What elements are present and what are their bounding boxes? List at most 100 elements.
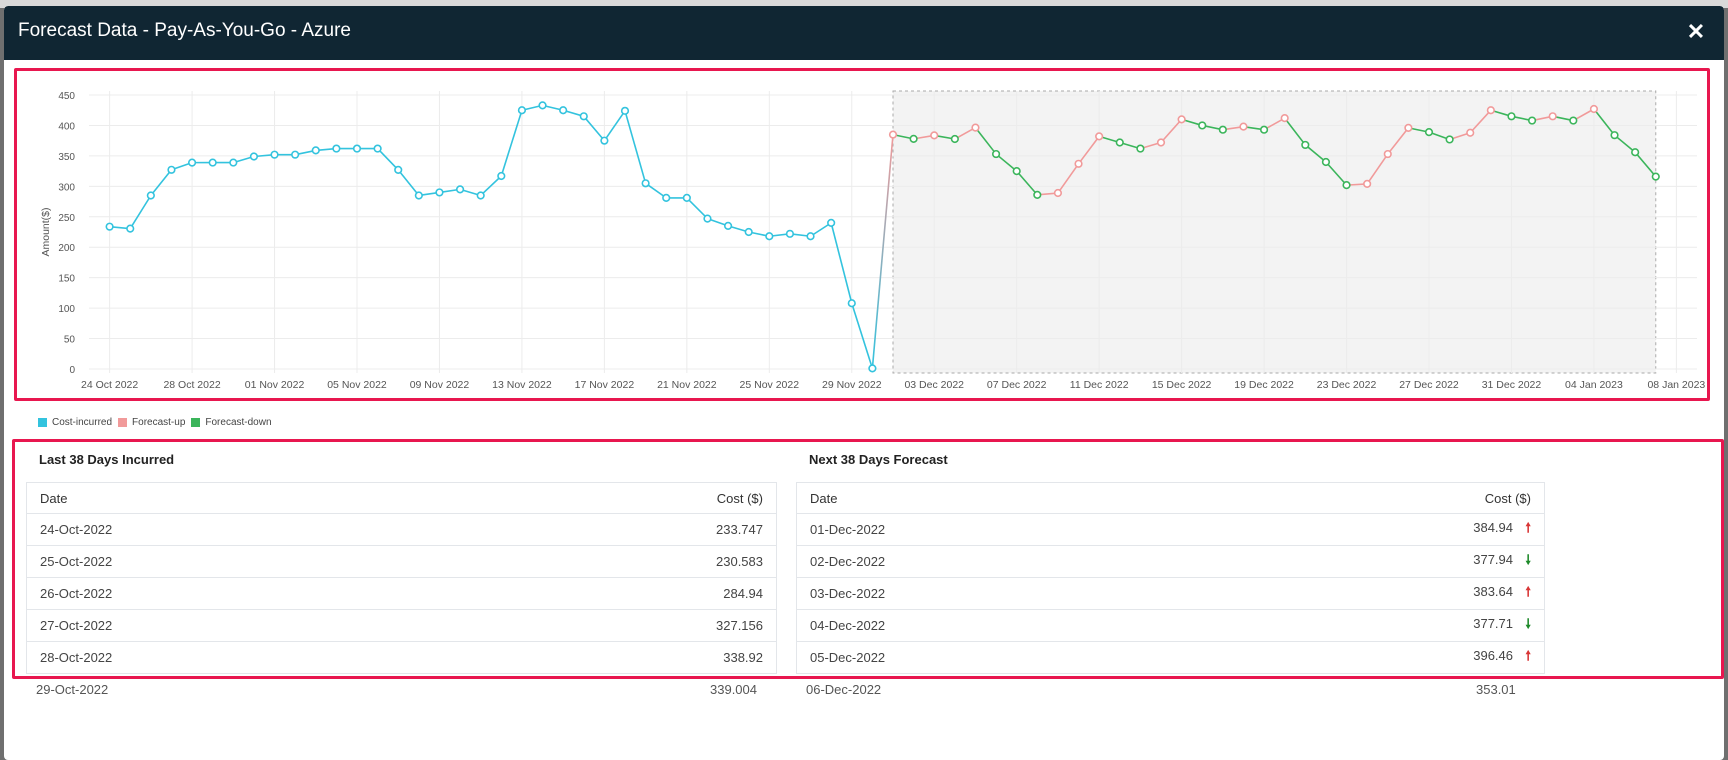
legend-label: Forecast-down [205, 416, 272, 428]
incurred-point [394, 165, 403, 174]
forecast-point [1589, 104, 1599, 114]
table-row: 02-Dec-2022 377.94 🠗 [796, 545, 1545, 578]
column-header-cost[interactable]: Cost ($) [456, 482, 777, 514]
forecast-segment [1614, 134, 1636, 153]
forecast-point [1404, 123, 1413, 132]
incurred-point [476, 191, 485, 200]
forecast-point [1342, 181, 1351, 190]
forecast-segment [1016, 170, 1038, 196]
arrow-down-icon: 🠗 [1525, 615, 1531, 631]
table-row: 25-Oct-2022 230.583 [26, 545, 777, 578]
forecast-point [930, 131, 939, 140]
cost-cell: 384.94 🠕 [1205, 513, 1545, 546]
partial-cost: 339.004 [710, 682, 757, 696]
incurred-point [847, 299, 856, 308]
x-tick-label: 23 Dec 2022 [1317, 379, 1377, 391]
date-cell: 26-Oct-2022 [26, 577, 457, 610]
incurred-point [352, 144, 362, 153]
incurred-point [332, 144, 341, 153]
incurred-segment [150, 169, 173, 197]
forecast-point [1445, 135, 1454, 144]
y-tick-label: 200 [58, 243, 75, 254]
forecast-point [1239, 122, 1248, 131]
forecast-point [1053, 188, 1063, 198]
forecast-point [971, 123, 980, 132]
forecast-point [1259, 125, 1269, 134]
forecast-table: Date Cost ($) 01-Dec-2022 384.94 🠕 02-Dec-… [796, 482, 1545, 674]
incurred-table: Date Cost ($) 24-Oct-2022 233.747 25-Oct-… [26, 482, 777, 674]
y-tick-label: 350 [58, 152, 75, 163]
forecast-point [1301, 140, 1310, 150]
table-header-row: Date Cost ($) [26, 482, 777, 514]
cost-cell: 383.64 🠕 [1205, 577, 1545, 610]
forecast-point [1136, 144, 1145, 153]
incurred-point [270, 150, 279, 159]
arrow-up-icon: 🠕 [1525, 647, 1531, 663]
incurred-point [662, 193, 671, 203]
incurred-point [126, 224, 135, 233]
forecast-point [1012, 167, 1021, 176]
legend-item-cost-incurred[interactable]: Cost-incurred [38, 417, 112, 428]
cost-cell: 230.583 [456, 545, 777, 578]
incurred-point [187, 158, 197, 167]
incurred-point [868, 364, 877, 373]
forecast-point [1074, 159, 1083, 168]
x-tick-label: 09 Nov 2022 [410, 379, 470, 391]
date-cell: 04-Dec-2022 [796, 609, 1206, 642]
forecast-segment [1304, 144, 1327, 163]
modal-title: Forecast Data - Pay-As-You-Go - Azure [18, 20, 351, 41]
y-tick-label: 400 [58, 121, 75, 132]
forecast-point [1156, 138, 1166, 147]
incurred-point [146, 191, 155, 200]
column-header-date[interactable]: Date [796, 482, 1206, 514]
x-tick-label: 17 Nov 2022 [575, 379, 635, 391]
table-row: 04-Dec-2022 377.71 🠗 [796, 609, 1545, 642]
forecast-segment [974, 127, 997, 155]
y-tick-label: 150 [58, 274, 75, 285]
transition-segment [871, 134, 894, 369]
arrow-up-icon: 🠕 [1525, 583, 1531, 599]
forecast-point [1177, 115, 1186, 124]
forecast-segment [1057, 163, 1080, 194]
legend-label: Forecast-up [132, 416, 186, 428]
forecast-point [1507, 112, 1516, 121]
y-tick-label: 250 [58, 213, 75, 224]
incurred-segment [851, 302, 874, 369]
forecast-segment [1160, 118, 1183, 144]
forecast-modal: Forecast Data - Pay-As-You-Go - Azure ✕ … [4, 6, 1724, 760]
partial-cost: 353.01 [1476, 682, 1516, 696]
forecast-point [950, 134, 959, 144]
forecast-segment [1366, 153, 1389, 185]
legend-item-forecast-down[interactable]: Forecast-down [191, 416, 272, 428]
column-header-date[interactable]: Date [26, 482, 457, 514]
forecast-point [1363, 179, 1372, 188]
incurred-point [291, 150, 300, 159]
partial-date: 06-Dec-2022 [806, 682, 882, 696]
x-tick-label: 19 Dec 2022 [1234, 379, 1294, 391]
incurred-segment [583, 115, 605, 142]
cost-cell: 327.156 [456, 609, 777, 642]
incurred-point [682, 193, 691, 203]
y-tick-label: 450 [58, 91, 75, 102]
table-row: 05-Dec-2022 396.46 🠕 [796, 641, 1545, 674]
incurred-point [744, 227, 753, 237]
incurred-point [105, 222, 114, 231]
incurred-point [579, 112, 588, 121]
y-tick-label: 0 [69, 365, 75, 376]
column-header-cost[interactable]: Cost ($) [1205, 482, 1545, 514]
cost-cell: 233.747 [456, 513, 777, 546]
table-row: 26-Oct-2022 284.94 [26, 577, 777, 610]
x-tick-label: 07 Dec 2022 [987, 379, 1047, 391]
cost-value: 377.71 [1473, 615, 1513, 631]
forecast-point [909, 134, 918, 143]
incurred-segment [500, 109, 523, 177]
incurred-point [208, 158, 217, 167]
table-row: 01-Dec-2022 384.94 🠕 [796, 513, 1545, 546]
partial-row-forecast: 06-Dec-2022 353.01 [806, 682, 1536, 696]
incurred-point [538, 101, 547, 110]
legend-label: Cost-incurred [52, 416, 113, 428]
cost-cell: 377.71 🠗 [1205, 609, 1545, 642]
forecast-point [1631, 148, 1640, 157]
legend-item-forecast-up[interactable]: Forecast-up [118, 417, 185, 428]
close-button[interactable]: ✕ [1686, 19, 1706, 44]
